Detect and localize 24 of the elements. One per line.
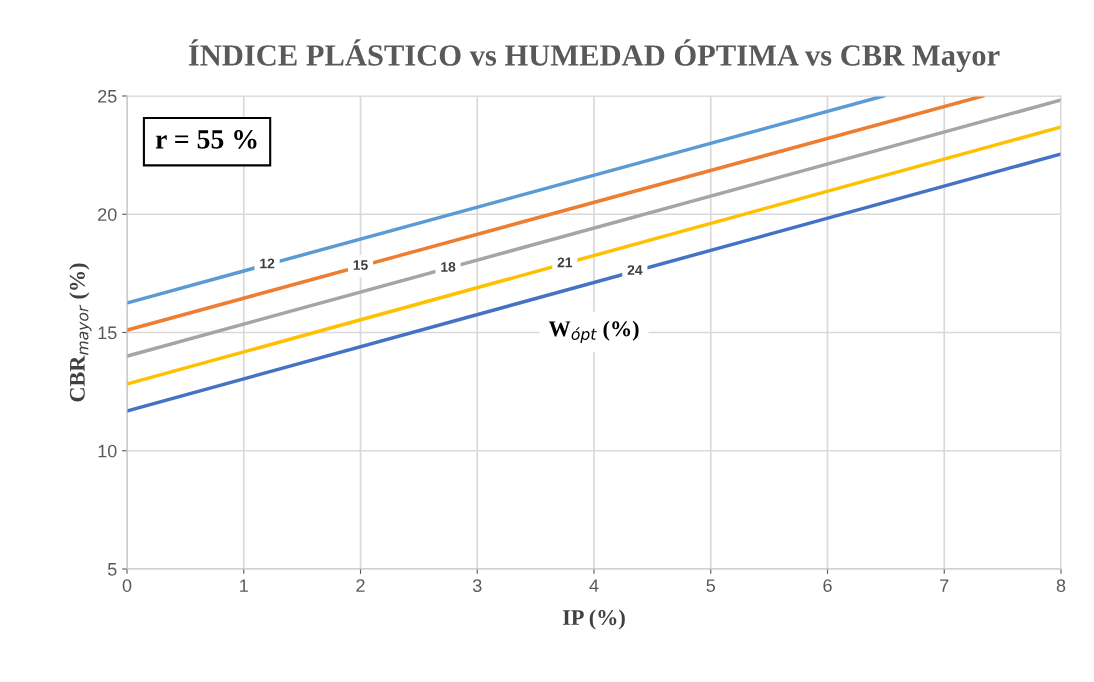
- x-tick-label: 2: [356, 579, 365, 592]
- y-tick-label: 5: [107, 563, 117, 576]
- y-tick-label: 15: [98, 326, 117, 340]
- y-axis-title: CBR$_{mayor}$ (%): [69, 263, 92, 402]
- series-label: 21: [557, 257, 573, 268]
- y-tick-label: 10: [98, 444, 117, 458]
- x-tick-label: 1: [240, 579, 248, 592]
- series-label: 18: [441, 262, 456, 272]
- y-tick-label: 20: [98, 208, 117, 221]
- series-label: 12: [260, 258, 275, 269]
- annotation: r = 55 %: [155, 129, 257, 149]
- legend-title: W$_{ópt}$ (%): [548, 320, 639, 343]
- series-label: 15: [353, 260, 368, 270]
- x-axis-title: IP (%): [562, 609, 625, 630]
- x-tick-label: 5: [706, 579, 716, 592]
- chart-title: ÍNDICE PLÁSTICO vs HUMEDAD ÓPTIMA vs CBR Mayor: [188, 39, 1000, 73]
- x-tick-label: 0: [122, 579, 132, 592]
- x-tick-label: 4: [589, 579, 599, 592]
- x-tick-label: 6: [823, 579, 832, 592]
- x-tick-label: 7: [940, 579, 949, 592]
- x-tick-label: 8: [1056, 579, 1066, 592]
- series-label: 24: [627, 265, 643, 275]
- x-tick-label: 3: [472, 579, 482, 592]
- y-tick-label: 25: [98, 89, 117, 103]
